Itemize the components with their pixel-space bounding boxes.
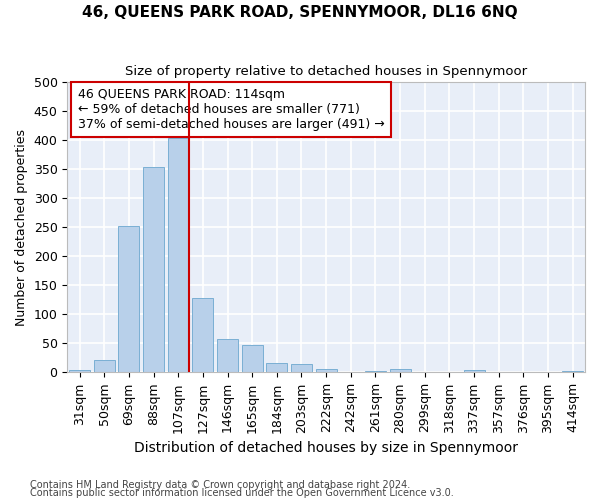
Bar	[242, 344, 263, 372]
Text: 46, QUEENS PARK ROAD, SPENNYMOOR, DL16 6NQ: 46, QUEENS PARK ROAD, SPENNYMOOR, DL16 6…	[82, 5, 518, 20]
Bar	[69, 370, 90, 372]
Bar	[143, 168, 164, 372]
Bar	[291, 364, 312, 372]
Bar	[464, 370, 485, 372]
Bar	[389, 369, 410, 372]
Bar	[94, 360, 115, 372]
Bar	[217, 338, 238, 372]
Bar	[168, 138, 188, 372]
Text: Contains public sector information licensed under the Open Government Licence v3: Contains public sector information licen…	[30, 488, 454, 498]
Y-axis label: Number of detached properties: Number of detached properties	[15, 128, 28, 326]
Title: Size of property relative to detached houses in Spennymoor: Size of property relative to detached ho…	[125, 65, 527, 78]
Bar	[316, 369, 337, 372]
X-axis label: Distribution of detached houses by size in Spennymoor: Distribution of detached houses by size …	[134, 441, 518, 455]
Bar	[193, 298, 214, 372]
Text: Contains HM Land Registry data © Crown copyright and database right 2024.: Contains HM Land Registry data © Crown c…	[30, 480, 410, 490]
Text: 46 QUEENS PARK ROAD: 114sqm
← 59% of detached houses are smaller (771)
37% of se: 46 QUEENS PARK ROAD: 114sqm ← 59% of det…	[77, 88, 385, 131]
Bar	[266, 362, 287, 372]
Bar	[118, 226, 139, 372]
